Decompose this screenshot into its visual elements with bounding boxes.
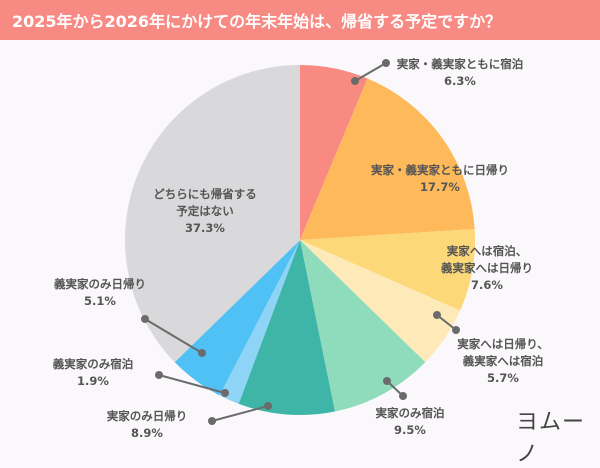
chart-title: 2025年から2026年にかけての年末年始は、帰省する予定ですか？ [12, 12, 502, 31]
label-pct: 8.9% [131, 426, 163, 440]
label-parents-stay-inlaws-daytrip: 実家へは宿泊、 義実家へは日帰り 7.6% [441, 243, 533, 294]
label-inlaws-only-daytrip: 義実家のみ日帰り 5.1% [54, 276, 146, 310]
label-text: 実家のみ日帰り [106, 409, 188, 423]
pie-chart [125, 59, 475, 425]
pie-slice [300, 229, 475, 311]
pie-slice [300, 78, 475, 240]
leader-dot [399, 392, 407, 400]
label-text: 実家へは日帰り、 [457, 337, 549, 351]
label-parents-daytrip-inlaws-stay: 実家へは日帰り、 義実家へは宿泊 5.7% [457, 336, 549, 387]
label-text: 義実家のみ日帰り [54, 277, 146, 291]
pie-slice [238, 240, 335, 416]
leader-line [211, 405, 269, 422]
leader-dot [141, 315, 149, 323]
leader-line [144, 318, 203, 354]
leader-dot [433, 311, 441, 319]
label-parents-only-stay: 実家のみ宿泊 9.5% [376, 405, 445, 439]
label-text: 予定はない [176, 204, 234, 218]
label-pct: 5.1% [84, 294, 116, 308]
pie-slice [300, 240, 461, 363]
leader-dot [208, 417, 216, 425]
label-text: 実家・義実家ともに日帰り [371, 163, 509, 177]
label-no-plans: どちらにも帰省する 予定はない 37.3% [153, 186, 257, 237]
yomuno-logo: ヨムーノ [516, 410, 586, 467]
label-text: 実家・義実家ともに宿泊 [396, 57, 524, 71]
leader-dot [221, 389, 229, 397]
leader-dot [452, 326, 460, 334]
label-pct: 7.6% [471, 278, 503, 292]
label-parents-only-daytrip: 実家のみ日帰り 8.9% [107, 408, 188, 442]
leader-dot [383, 377, 391, 385]
leader-line [158, 374, 226, 394]
label-text: 義実家へは日帰り [441, 261, 533, 275]
title-bar: 2025年から2026年にかけての年末年始は、帰省する予定ですか？ [0, 0, 600, 40]
pie-slice [174, 240, 300, 396]
label-pct: 6.3% [444, 74, 476, 88]
leader-line [436, 314, 457, 331]
pie-slice [125, 65, 300, 363]
pie-slice [300, 240, 426, 412]
label-pct: 1.9% [77, 374, 109, 388]
pie-slice [219, 240, 300, 404]
label-text: 義実家へは宿泊 [462, 354, 544, 368]
label-text: 実家へは宿泊、 [446, 244, 528, 258]
leader-dot [351, 77, 359, 85]
leader-dot [264, 402, 272, 410]
pie-slice [300, 65, 368, 240]
leader-dot [155, 371, 163, 379]
label-both-stay: 実家・義実家ともに宿泊 6.3% [397, 56, 524, 90]
label-inlaws-only-stay: 義実家のみ宿泊 1.9% [53, 356, 134, 390]
label-both-daytrip: 実家・義実家ともに日帰り 17.7% [371, 162, 509, 196]
label-text: 義実家のみ宿泊 [52, 357, 134, 371]
leader-dot [382, 59, 390, 67]
label-text: どちらにも帰省する [153, 187, 257, 201]
label-pct: 37.3% [185, 221, 225, 235]
label-text: 実家のみ宿泊 [375, 406, 445, 420]
label-pct: 9.5% [394, 423, 426, 437]
label-pct: 17.7% [420, 180, 460, 194]
label-pct: 5.7% [487, 371, 519, 385]
leader-dot [198, 349, 206, 357]
leader-line [354, 62, 387, 82]
